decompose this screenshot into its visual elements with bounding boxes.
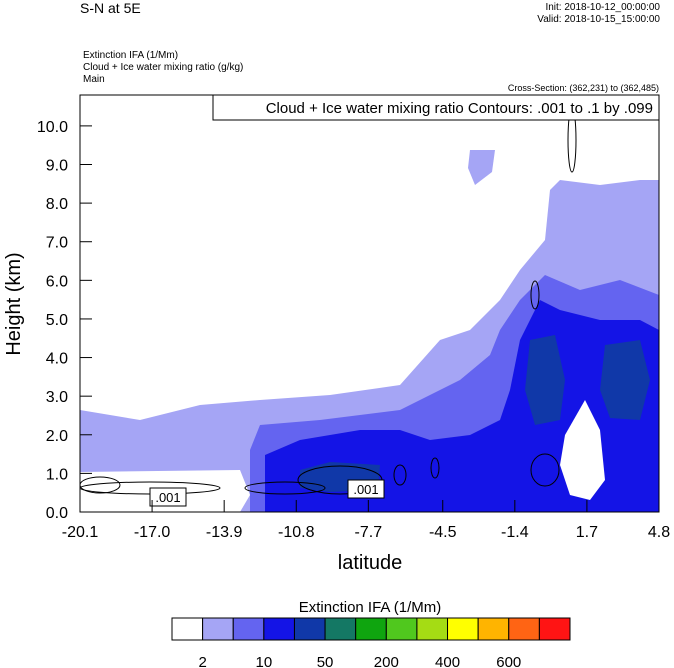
- contour-label-box: [347, 479, 385, 499]
- colorbar-box: [477, 617, 510, 641]
- x-tick-label: -20.1: [62, 524, 99, 541]
- colorbar-box: [355, 617, 387, 641]
- colorbar-box: [293, 617, 326, 641]
- cross-section: Cross-Section: (362,231) to (362,485): [508, 83, 659, 93]
- contour-label: .001: [155, 490, 180, 505]
- contour-label-box: [149, 487, 187, 507]
- colorbar-label: 400: [435, 654, 460, 668]
- colorbar-label: 2: [198, 654, 206, 668]
- y-tick-label: 6.0: [46, 273, 68, 290]
- colorbar-title: Extinction IFA (1/Mm): [299, 599, 442, 616]
- colorbar-label: 50: [317, 654, 334, 668]
- colorbar-box: [416, 617, 449, 641]
- x-tick-label: -4.5: [429, 524, 457, 541]
- x-tick-label: -1.4: [501, 524, 529, 541]
- colorbar-box: [202, 617, 234, 641]
- y-tick-label: 3.0: [46, 389, 68, 406]
- y-tick-label: 1.0: [46, 466, 68, 483]
- colorbar-box: [263, 617, 295, 641]
- x-tick-label: 1.7: [576, 524, 598, 541]
- field: Extinction IFA (1/Mm): [83, 50, 178, 61]
- y-tick-label: 7.0: [46, 235, 68, 252]
- init: Init: 2018-10-12_00:00:00: [545, 2, 660, 13]
- colorbar-box: [232, 617, 265, 641]
- contour-info: Cloud + Ice water mixing ratio Contours:…: [266, 100, 653, 117]
- y-tick-label: 2.0: [46, 428, 68, 445]
- colorbar-label: 200: [374, 654, 399, 668]
- colorbar-box: [385, 617, 418, 641]
- y-tick-label: 9.0: [46, 158, 68, 175]
- x-axis-label: latitude: [338, 552, 403, 574]
- y-tick-label: 10.0: [37, 119, 68, 136]
- x-tick-label: -7.7: [355, 524, 383, 541]
- y-tick-label: 0.0: [46, 505, 68, 522]
- colorbar-label: 10: [256, 654, 273, 668]
- y-tick-label: 4.0: [46, 351, 68, 368]
- colorbar-box: [324, 617, 357, 641]
- colorbar-box: [538, 617, 571, 641]
- colorbar-box: [171, 617, 204, 641]
- fill-regions: [80, 150, 659, 512]
- y-axis-label: Height (km): [3, 252, 25, 355]
- x-tick-label: -13.9: [206, 524, 243, 541]
- y-tick-label: 5.0: [46, 312, 68, 329]
- field: Cloud + Ice water mixing ratio (g/kg): [83, 62, 243, 73]
- field: Main: [83, 74, 105, 85]
- x-tick-label: -17.0: [134, 524, 171, 541]
- y-tick-label: 8.0: [46, 196, 68, 213]
- contour-info-box: [212, 94, 660, 121]
- colorbar-box: [508, 617, 540, 641]
- valid: Valid: 2018-10-15_15:00:00: [537, 14, 660, 25]
- colorbar-box: [447, 617, 479, 641]
- contour-label: .001: [353, 482, 378, 497]
- x-tick-label: -10.8: [278, 524, 315, 541]
- x-tick-label: 4.8: [648, 524, 670, 541]
- colorbar-label: 600: [496, 654, 521, 668]
- title: S-N at 5E: [80, 0, 141, 16]
